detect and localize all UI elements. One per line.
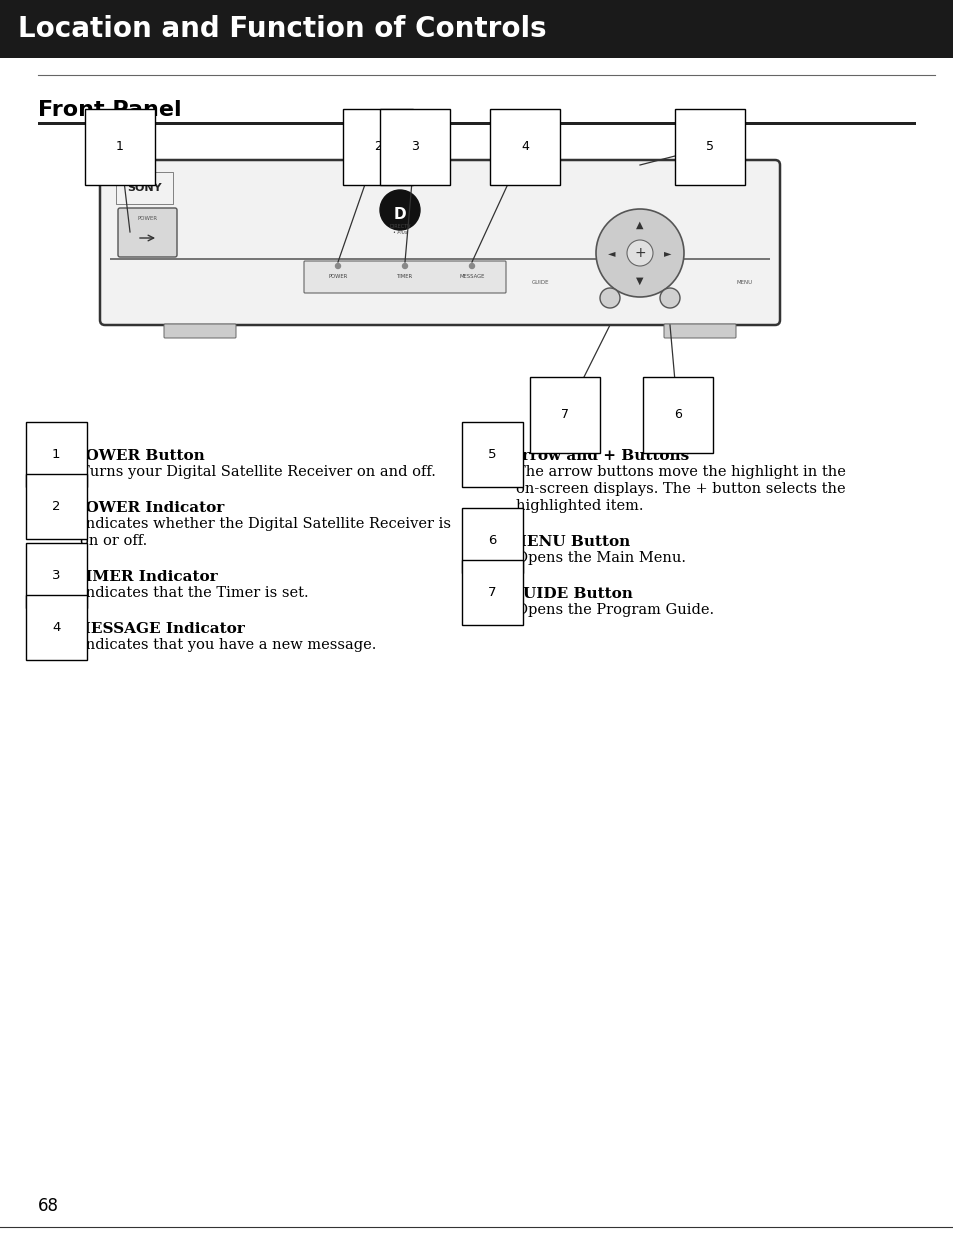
Text: 4: 4 [52, 621, 60, 634]
Text: ▼: ▼ [636, 275, 643, 287]
Text: MESSAGE: MESSAGE [458, 274, 484, 279]
Bar [110, 258, 769, 259]
Bar [0, 0, 953, 58]
Text: Indicates whether the Digital Satellite Receiver is: Indicates whether the Digital Satellite … [80, 517, 451, 531]
Text: POWER Button: POWER Button [74, 450, 205, 463]
Circle shape [402, 263, 407, 268]
Text: TIMER Indicator: TIMER Indicator [74, 571, 217, 584]
Text: GUIDE: GUIDE [532, 279, 549, 284]
Text: The arrow buttons move the highlight in the: The arrow buttons move the highlight in … [516, 466, 845, 479]
Circle shape [599, 288, 619, 308]
Text: • Plus: • Plus [393, 230, 407, 235]
Text: Opens the Main Menu.: Opens the Main Menu. [516, 551, 685, 564]
Circle shape [335, 263, 340, 268]
Text: TIMER: TIMER [396, 274, 413, 279]
Text: POWER: POWER [137, 216, 157, 221]
Text: 5: 5 [488, 448, 496, 461]
Circle shape [596, 209, 683, 296]
Text: 2: 2 [52, 500, 60, 513]
Text: on-screen displays. The + button selects the: on-screen displays. The + button selects… [516, 482, 844, 496]
Text: 7: 7 [488, 585, 496, 599]
Text: Arrow and + Buttons: Arrow and + Buttons [510, 450, 688, 463]
Circle shape [659, 288, 679, 308]
Circle shape [469, 263, 474, 268]
FancyBboxPatch shape [304, 261, 505, 293]
Text: POWER Indicator: POWER Indicator [74, 501, 224, 515]
FancyBboxPatch shape [118, 207, 177, 257]
Circle shape [626, 240, 652, 266]
Text: ▲: ▲ [636, 220, 643, 230]
Text: 7: 7 [560, 409, 568, 421]
Text: Indicates that the Timer is set.: Indicates that the Timer is set. [80, 585, 309, 600]
FancyBboxPatch shape [100, 161, 780, 325]
Text: 6: 6 [674, 409, 681, 421]
Text: 6: 6 [488, 534, 496, 547]
Text: +: + [634, 246, 645, 261]
Text: Opens the Program Guide.: Opens the Program Guide. [516, 603, 714, 618]
Text: highlighted item.: highlighted item. [516, 499, 643, 513]
Text: MENU Button: MENU Button [510, 535, 630, 550]
Text: 2: 2 [374, 141, 381, 153]
Bar [38, 122, 915, 125]
Text: ◄: ◄ [608, 248, 615, 258]
Text: SONY: SONY [127, 183, 161, 193]
Text: 5: 5 [705, 141, 713, 153]
Text: Indicates that you have a new message.: Indicates that you have a new message. [80, 638, 376, 652]
Text: 3: 3 [52, 569, 60, 582]
Text: MENU: MENU [736, 279, 752, 284]
Text: 1: 1 [116, 141, 124, 153]
Text: 1: 1 [52, 448, 60, 461]
Text: GUIDE Button: GUIDE Button [510, 587, 632, 601]
Text: D: D [394, 207, 406, 222]
Text: POWER: POWER [328, 274, 347, 279]
Circle shape [379, 190, 419, 230]
Text: DIRECTV: DIRECTV [389, 224, 411, 228]
Text: MESSAGE Indicator: MESSAGE Indicator [74, 622, 245, 636]
FancyBboxPatch shape [164, 324, 235, 338]
Text: 4: 4 [520, 141, 528, 153]
Text: on or off.: on or off. [80, 534, 147, 548]
Text: Front Panel: Front Panel [38, 100, 181, 120]
Text: Turns your Digital Satellite Receiver on and off.: Turns your Digital Satellite Receiver on… [80, 466, 436, 479]
Text: ►: ► [663, 248, 671, 258]
Text: 3: 3 [411, 141, 418, 153]
Text: 68: 68 [38, 1197, 59, 1215]
Text: Location and Function of Controls: Location and Function of Controls [18, 15, 546, 43]
FancyBboxPatch shape [663, 324, 735, 338]
